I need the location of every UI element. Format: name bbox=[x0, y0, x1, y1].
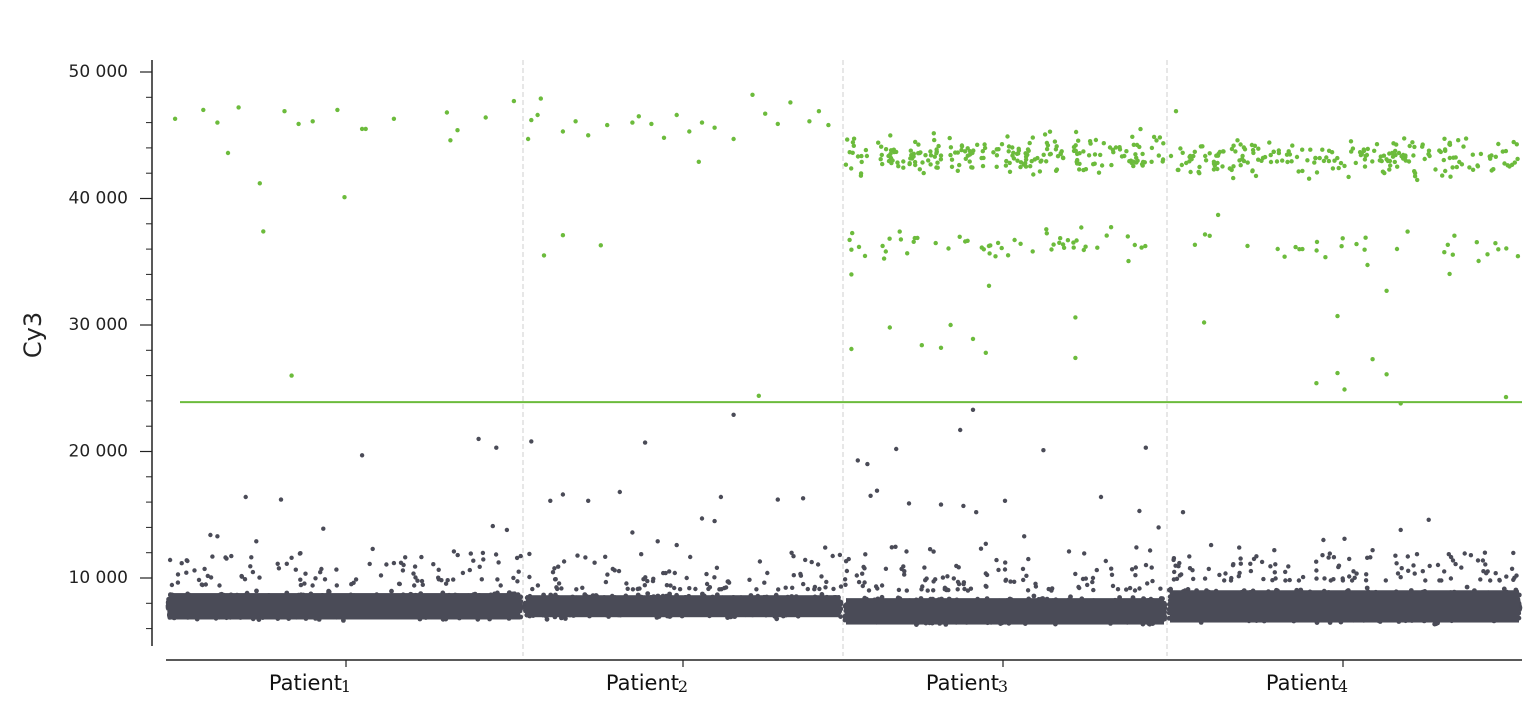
negative-point bbox=[257, 575, 262, 580]
negative-band-core bbox=[169, 593, 520, 620]
negative-outlier bbox=[321, 526, 326, 531]
negative-point bbox=[467, 567, 472, 573]
negative-point bbox=[389, 588, 394, 594]
negative-point bbox=[514, 555, 520, 561]
negative-point bbox=[481, 557, 486, 562]
negative-droplets bbox=[165, 407, 1523, 627]
negative-outlier bbox=[494, 445, 499, 450]
negative-point bbox=[353, 577, 359, 582]
negative-outlier bbox=[451, 549, 457, 554]
negative-point bbox=[431, 562, 436, 567]
negative-point bbox=[298, 582, 304, 588]
negative-point bbox=[378, 573, 384, 578]
negative-point bbox=[202, 566, 207, 572]
negative-point bbox=[515, 579, 520, 584]
negative-point bbox=[479, 577, 484, 582]
negative-point bbox=[436, 575, 441, 580]
negative-point bbox=[276, 566, 282, 571]
negative-point bbox=[203, 582, 208, 587]
negative-point bbox=[322, 577, 328, 582]
negative-point bbox=[334, 583, 339, 588]
negative-point bbox=[298, 577, 303, 582]
negative-point bbox=[498, 583, 503, 588]
negative-outlier bbox=[278, 497, 284, 502]
negative-point bbox=[451, 577, 456, 582]
negative-point bbox=[544, 616, 550, 622]
negative-point bbox=[184, 570, 189, 575]
negative-outlier bbox=[476, 436, 481, 442]
negative-point bbox=[167, 557, 173, 563]
negative-point bbox=[443, 581, 449, 586]
negative-point bbox=[169, 582, 175, 588]
negative-point bbox=[420, 582, 425, 587]
negative-point bbox=[397, 581, 402, 587]
negative-point bbox=[208, 575, 214, 580]
negative-point bbox=[436, 567, 441, 572]
negative-point bbox=[411, 571, 416, 576]
negative-point bbox=[310, 583, 315, 588]
negative-point bbox=[403, 555, 408, 560]
negative-outlier bbox=[208, 532, 213, 538]
negative-point bbox=[495, 577, 500, 582]
negative-point bbox=[419, 578, 425, 584]
negative-point bbox=[192, 568, 197, 573]
negative-point bbox=[313, 576, 318, 581]
negative-point bbox=[493, 552, 499, 557]
negative-point bbox=[196, 577, 202, 583]
negative-point bbox=[185, 558, 190, 564]
negative-point bbox=[496, 560, 501, 565]
negative-point bbox=[480, 550, 486, 556]
negative-point bbox=[239, 573, 244, 579]
patient-separators bbox=[522, 60, 1168, 656]
negative-point bbox=[275, 561, 280, 566]
negative-point bbox=[175, 572, 181, 577]
negative-outlier bbox=[243, 494, 248, 500]
negative-point bbox=[293, 567, 298, 572]
negative-outlier bbox=[412, 564, 418, 569]
negative-point bbox=[511, 575, 516, 581]
negative-outlier bbox=[490, 523, 495, 529]
negative-point bbox=[229, 553, 234, 559]
negative-point bbox=[249, 555, 254, 560]
negative-point bbox=[303, 571, 308, 576]
negative-point bbox=[284, 561, 289, 566]
negative-point bbox=[248, 564, 253, 569]
negative-point bbox=[217, 583, 222, 588]
negative-point bbox=[412, 583, 417, 588]
negative-point bbox=[391, 560, 397, 566]
negative-point bbox=[413, 575, 418, 580]
negative-point bbox=[210, 554, 215, 559]
negative-point bbox=[199, 582, 204, 587]
negative-point bbox=[223, 555, 228, 560]
negative-point bbox=[400, 568, 406, 573]
negative-point bbox=[367, 561, 372, 567]
negative-point bbox=[384, 562, 389, 567]
negative-outlier bbox=[398, 560, 404, 565]
negative-point bbox=[471, 558, 476, 563]
negative-point bbox=[419, 554, 424, 560]
negative-point bbox=[250, 569, 256, 575]
negative-outlier bbox=[359, 453, 365, 458]
negative-point bbox=[477, 564, 482, 569]
negative-point bbox=[460, 570, 466, 576]
negative-point bbox=[516, 569, 521, 574]
negative-point bbox=[334, 567, 339, 572]
negative-point bbox=[254, 588, 259, 594]
negative-outlier bbox=[254, 539, 259, 544]
negative-outlier bbox=[215, 534, 220, 539]
negative-point bbox=[468, 551, 473, 556]
negative-point bbox=[175, 580, 181, 585]
negative-outlier bbox=[504, 527, 510, 533]
negative-point bbox=[179, 561, 184, 566]
negative-outlier bbox=[370, 546, 375, 552]
negative-point bbox=[455, 552, 460, 558]
negative-outlier bbox=[289, 555, 294, 560]
negative-point bbox=[318, 570, 323, 575]
negative-point bbox=[297, 551, 303, 556]
